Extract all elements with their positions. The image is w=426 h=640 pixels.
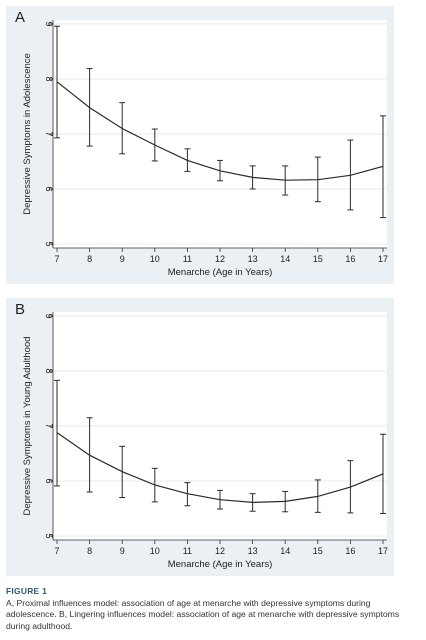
- panel-label-a: A: [15, 9, 26, 26]
- y-tick-label: 6: [44, 186, 54, 191]
- x-tick-label: 12: [215, 546, 225, 556]
- x-tick-label: 16: [345, 546, 355, 556]
- x-tick-label: 12: [215, 254, 225, 264]
- x-tick-label: 16: [345, 254, 355, 264]
- x-tick-label: 11: [183, 546, 192, 556]
- x-tick-label: 15: [313, 254, 323, 264]
- chart-b-svg: 5 6 7 8 9 7 8 9 10 11 12 13 14 15 16 17 Menarche (Age in…: [22, 312, 388, 570]
- y-tick-label: 8: [44, 76, 54, 81]
- series-line: [56, 432, 384, 504]
- x-tick-label: 14: [280, 546, 290, 556]
- y-tick-label: 9: [44, 21, 54, 26]
- x-axis-title: Menarche (Age in Years): [168, 559, 273, 570]
- x-tick-label: 9: [120, 254, 125, 264]
- y-tick-label: 7: [44, 423, 54, 428]
- x-tick-label: 9: [120, 546, 125, 556]
- x-tick-label: 13: [248, 546, 258, 556]
- y-tick-label: 7: [44, 131, 54, 136]
- x-tick-label: 8: [87, 254, 92, 264]
- y-axis-title: Depressive Symptoms in Adolescence: [22, 53, 33, 215]
- x-tick-label: 17: [378, 546, 388, 556]
- x-tick-label: 7: [54, 254, 59, 264]
- x-tick-label: 15: [313, 546, 323, 556]
- y-axis-title: Depressive Symptoms in Young Adulthood: [22, 336, 33, 515]
- y-tick-label: 8: [44, 368, 54, 373]
- x-tick-label: 10: [150, 546, 160, 556]
- x-tick-label: 10: [150, 254, 160, 264]
- caption-text: A, Proximal influences model: associatio…: [6, 597, 400, 631]
- chart-a-svg: 5 6 7 8 9 7 8 9 10 11 12 13 14 15 16 17 Menarche (Age in…: [22, 20, 388, 278]
- chart-panel-a: A 5 6 7 8 9 7 8 9 10 11 12 13 14 15 16 17 Menarche (Age …: [6, 6, 394, 284]
- x-axis-title: Menarche (Age in Years): [168, 267, 273, 278]
- x-tick-label: 14: [280, 254, 290, 264]
- y-tick-label: 6: [44, 478, 54, 483]
- x-tick-label: 13: [248, 254, 258, 264]
- series-line: [56, 81, 384, 181]
- figure-caption: FIGURE 1 A, Proximal influences model: a…: [6, 586, 416, 632]
- chart-panel-b: B 5 6 7 8 9 7 8 9 10 11 12 13 14 15 16 17 Menarche (Age …: [6, 298, 394, 576]
- caption-title: FIGURE 1: [6, 586, 48, 596]
- x-tick-label: 8: [87, 546, 92, 556]
- x-tick-label: 17: [378, 254, 388, 264]
- y-tick-label: 5: [44, 533, 54, 538]
- panel-label-b: B: [15, 301, 26, 318]
- y-tick-label: 9: [44, 313, 54, 318]
- x-tick-label: 7: [54, 546, 59, 556]
- y-tick-label: 5: [44, 241, 54, 246]
- x-tick-label: 11: [183, 254, 192, 264]
